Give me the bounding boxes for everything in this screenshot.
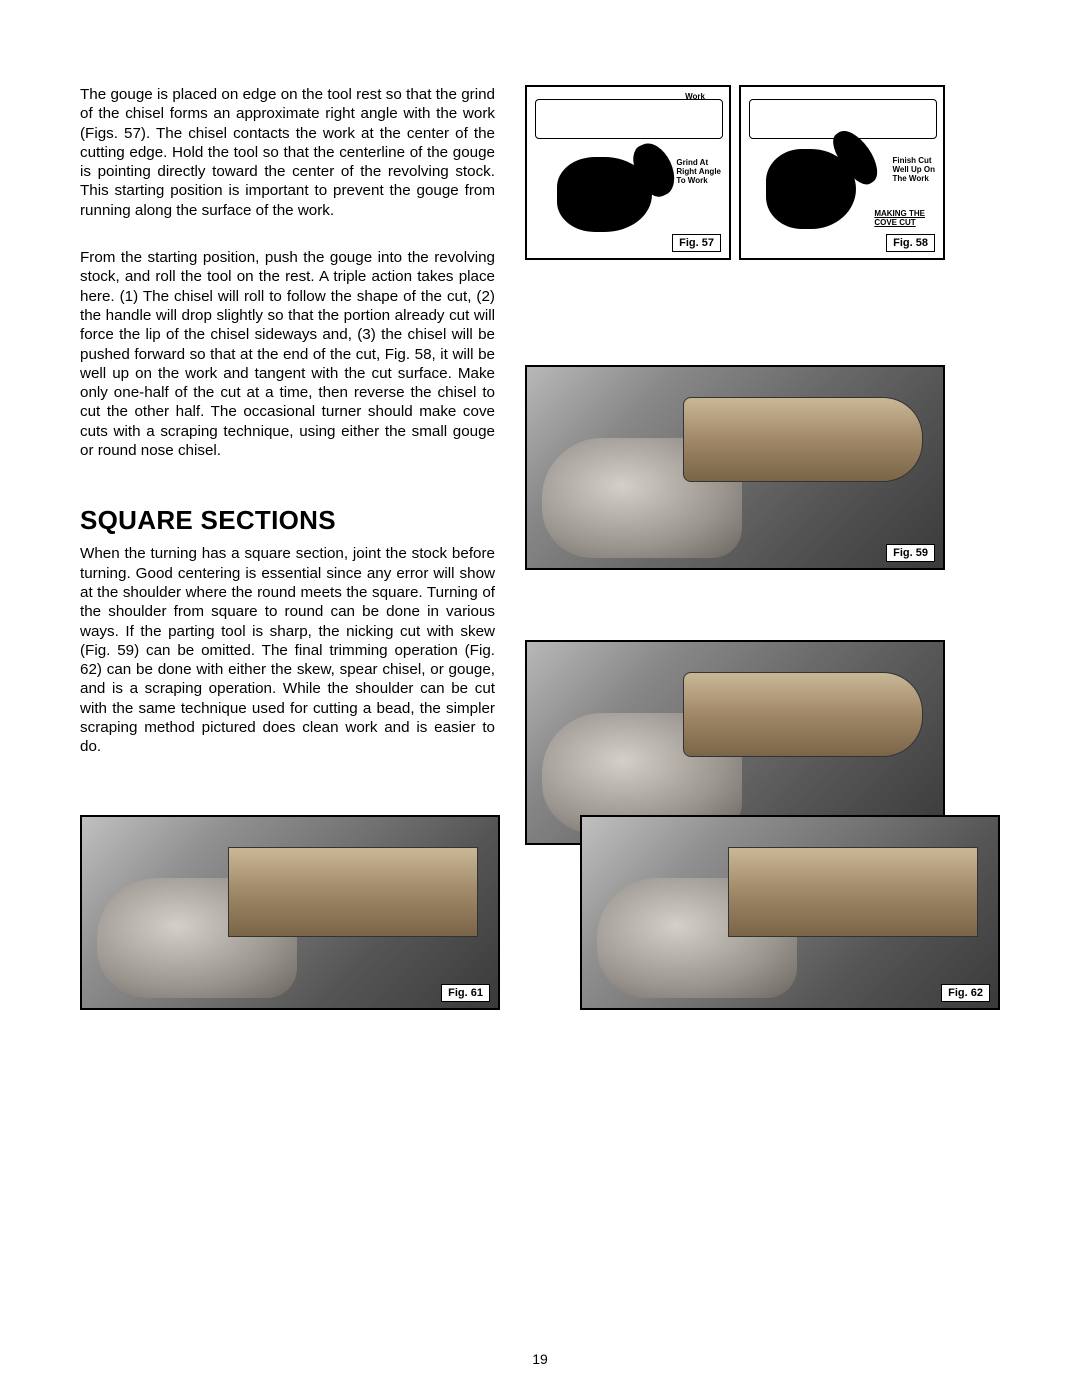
text-column: The gouge is placed on edge on the tool … [80,85,495,785]
annotation-grind: Grind At Right Angle To Work [676,159,721,185]
paragraph-1: The gouge is placed on edge on the tool … [80,85,495,220]
figure-label-61: Fig. 61 [441,984,490,1002]
paragraph-3: When the turning has a square section, j… [80,544,495,756]
stock-photo-placeholder [228,847,478,937]
figure-62: Fig. 62 [580,815,1000,1010]
figure-column: Work Grind At Right Angle To Work Swing … [525,85,1005,785]
figure-61: Fig. 61 [80,815,500,1010]
workpiece-shape [535,99,723,139]
figure-row-57-58: Work Grind At Right Angle To Work Swing … [525,85,945,270]
stock-photo-placeholder [728,847,978,937]
page-number: 19 [0,1351,1080,1367]
annotation-swing: Swing Handle [591,212,618,230]
figure-57: Work Grind At Right Angle To Work Swing … [525,85,731,260]
main-content: The gouge is placed on edge on the tool … [80,85,1005,785]
section-heading-square-sections: SQUARE SECTIONS [80,505,495,536]
figure-59-container: Fig. 59 [525,365,945,570]
annotation-making-cove-cut: MAKING THE COVE CUT [874,210,925,228]
paragraph-2: From the starting position, push the gou… [80,248,495,460]
figure-58: Finish Cut Well Up On The Work MAKING TH… [739,85,945,260]
annotation-work: Work [685,93,705,102]
figure-label-62: Fig. 62 [941,984,990,1002]
figure-label-57: Fig. 57 [672,234,721,252]
stock-photo-placeholder [683,397,923,482]
stock-photo-placeholder [683,672,923,757]
figure-label-58: Fig. 58 [886,234,935,252]
annotation-finish: Finish Cut Well Up On The Work [892,157,935,183]
figure-label-59: Fig. 59 [886,544,935,562]
figure-59: Fig. 59 [525,365,945,570]
